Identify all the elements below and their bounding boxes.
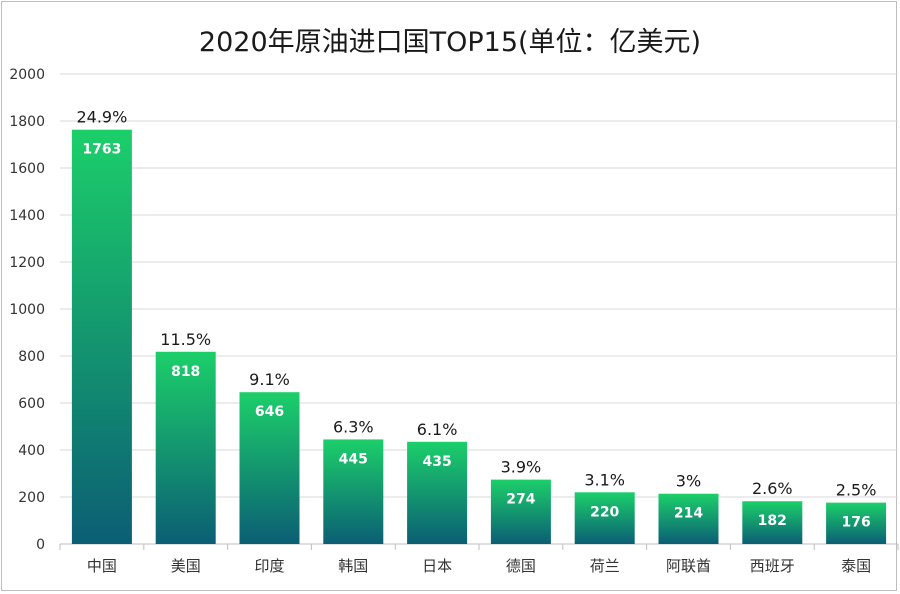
x-category-label: 阿联酋 xyxy=(666,557,711,575)
y-tick-label: 1800 xyxy=(9,114,45,130)
bar-share-label: 6.3% xyxy=(333,417,374,436)
y-tick-label: 400 xyxy=(18,443,45,459)
y-tick-label: 600 xyxy=(18,396,45,412)
bar-value-label: 214 xyxy=(674,506,703,522)
chart-title: 2020年原油进口国TOP15(单位：亿美元) xyxy=(198,27,702,58)
bars xyxy=(71,129,887,544)
x-category-label: 美国 xyxy=(171,557,201,575)
y-tick-label: 1600 xyxy=(9,161,45,177)
bar-value-label: 1763 xyxy=(82,142,121,158)
y-tick-label: 0 xyxy=(36,537,45,553)
y-tick-label: 1200 xyxy=(9,255,45,271)
bar xyxy=(490,479,551,544)
x-axis-categories: 中国 美国 印度 韩国 日本 德国 荷兰 阿联酋 西班牙 泰国 xyxy=(87,557,871,575)
bar-share-label: 2.6% xyxy=(752,479,793,498)
bar-value-label: 445 xyxy=(339,451,368,467)
bar-value-label: 818 xyxy=(171,364,200,380)
bar-value-label: 176 xyxy=(841,515,870,531)
bar xyxy=(574,492,635,544)
bar xyxy=(407,441,468,544)
bar-share-label: 3% xyxy=(676,472,701,491)
x-category-label: 韩国 xyxy=(338,557,368,575)
bar-share-label: 24.9% xyxy=(76,108,127,127)
bar-value-label: 274 xyxy=(506,492,535,508)
bar xyxy=(658,493,719,544)
x-category-label: 德国 xyxy=(506,557,536,575)
data-labels: 1763 24.9% 818 11.5% 646 9.1% 445 6.3% 435 6.1% 27… xyxy=(76,108,876,531)
y-tick-label: 1400 xyxy=(9,208,45,224)
x-category-label: 泰国 xyxy=(841,557,871,575)
gridlines xyxy=(59,73,899,550)
bar-share-label: 9.1% xyxy=(249,370,290,389)
bar-share-label: 3.9% xyxy=(501,458,542,477)
y-tick-label: 1000 xyxy=(9,302,45,318)
bar-value-label: 182 xyxy=(758,513,787,529)
bar-value-label: 220 xyxy=(590,504,619,520)
y-tick-label: 800 xyxy=(18,349,45,365)
bar xyxy=(239,392,300,544)
bar-value-label: 646 xyxy=(255,404,284,420)
y-tick-label: 200 xyxy=(18,490,45,506)
y-tick-label: 2000 xyxy=(9,67,45,83)
bar-share-label: 6.1% xyxy=(417,420,458,439)
x-category-label: 印度 xyxy=(254,557,284,575)
bar xyxy=(323,439,384,544)
bar-share-label: 2.5% xyxy=(836,481,877,500)
y-axis-ticks: 0 200 400 600 800 1000 1200 1400 1600 1800 2000 xyxy=(9,67,45,553)
bar xyxy=(742,501,803,544)
bar-share-label: 3.1% xyxy=(584,470,625,489)
bar xyxy=(826,502,887,544)
x-category-label: 荷兰 xyxy=(590,557,620,575)
bar-value-label: 435 xyxy=(422,454,451,470)
x-category-label: 西班牙 xyxy=(750,557,795,575)
x-category-label: 中国 xyxy=(87,557,117,575)
bar xyxy=(71,129,132,544)
bar xyxy=(155,351,216,544)
x-category-label: 日本 xyxy=(422,557,452,575)
bar-share-label: 11.5% xyxy=(160,330,211,349)
